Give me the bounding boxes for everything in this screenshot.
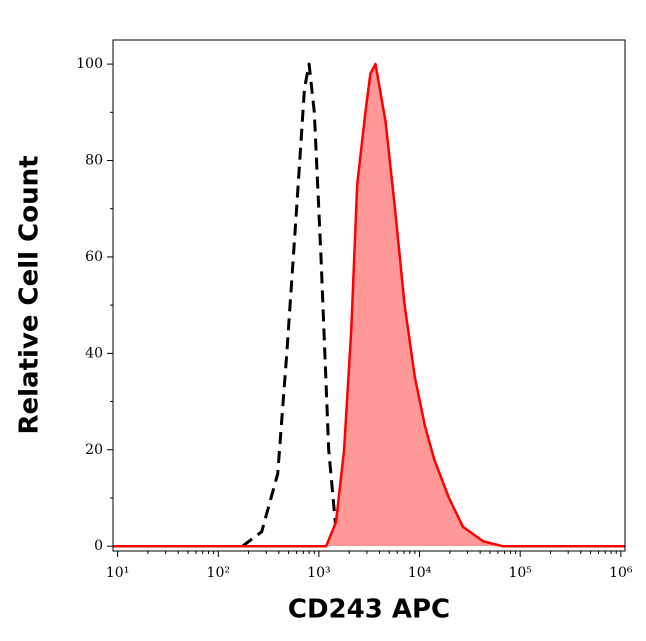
x-tick-label: 10⁶	[609, 565, 633, 581]
x-tick-label: 10²	[207, 565, 230, 581]
y-tick-label: 100	[76, 56, 103, 72]
plot-frame	[112, 39, 626, 552]
line	[113, 62, 625, 548]
y-tick-label: 80	[85, 153, 103, 169]
y-tick-label: 0	[94, 538, 103, 554]
line	[241, 62, 353, 548]
y-tick-label: 40	[85, 345, 103, 361]
y-tick-label: 20	[85, 442, 103, 458]
x-axis-title: CD243 APC	[288, 595, 450, 625]
x-tick-label: 10¹	[106, 565, 129, 581]
x-tick-label: 10⁴	[408, 565, 432, 581]
x-tick-label: 10⁵	[508, 565, 532, 581]
area	[113, 64, 625, 547]
x-tick-label: 10³	[307, 565, 330, 581]
y-axis-title: Relative Cell Count	[15, 155, 45, 434]
y-tick-label: 60	[85, 249, 103, 265]
